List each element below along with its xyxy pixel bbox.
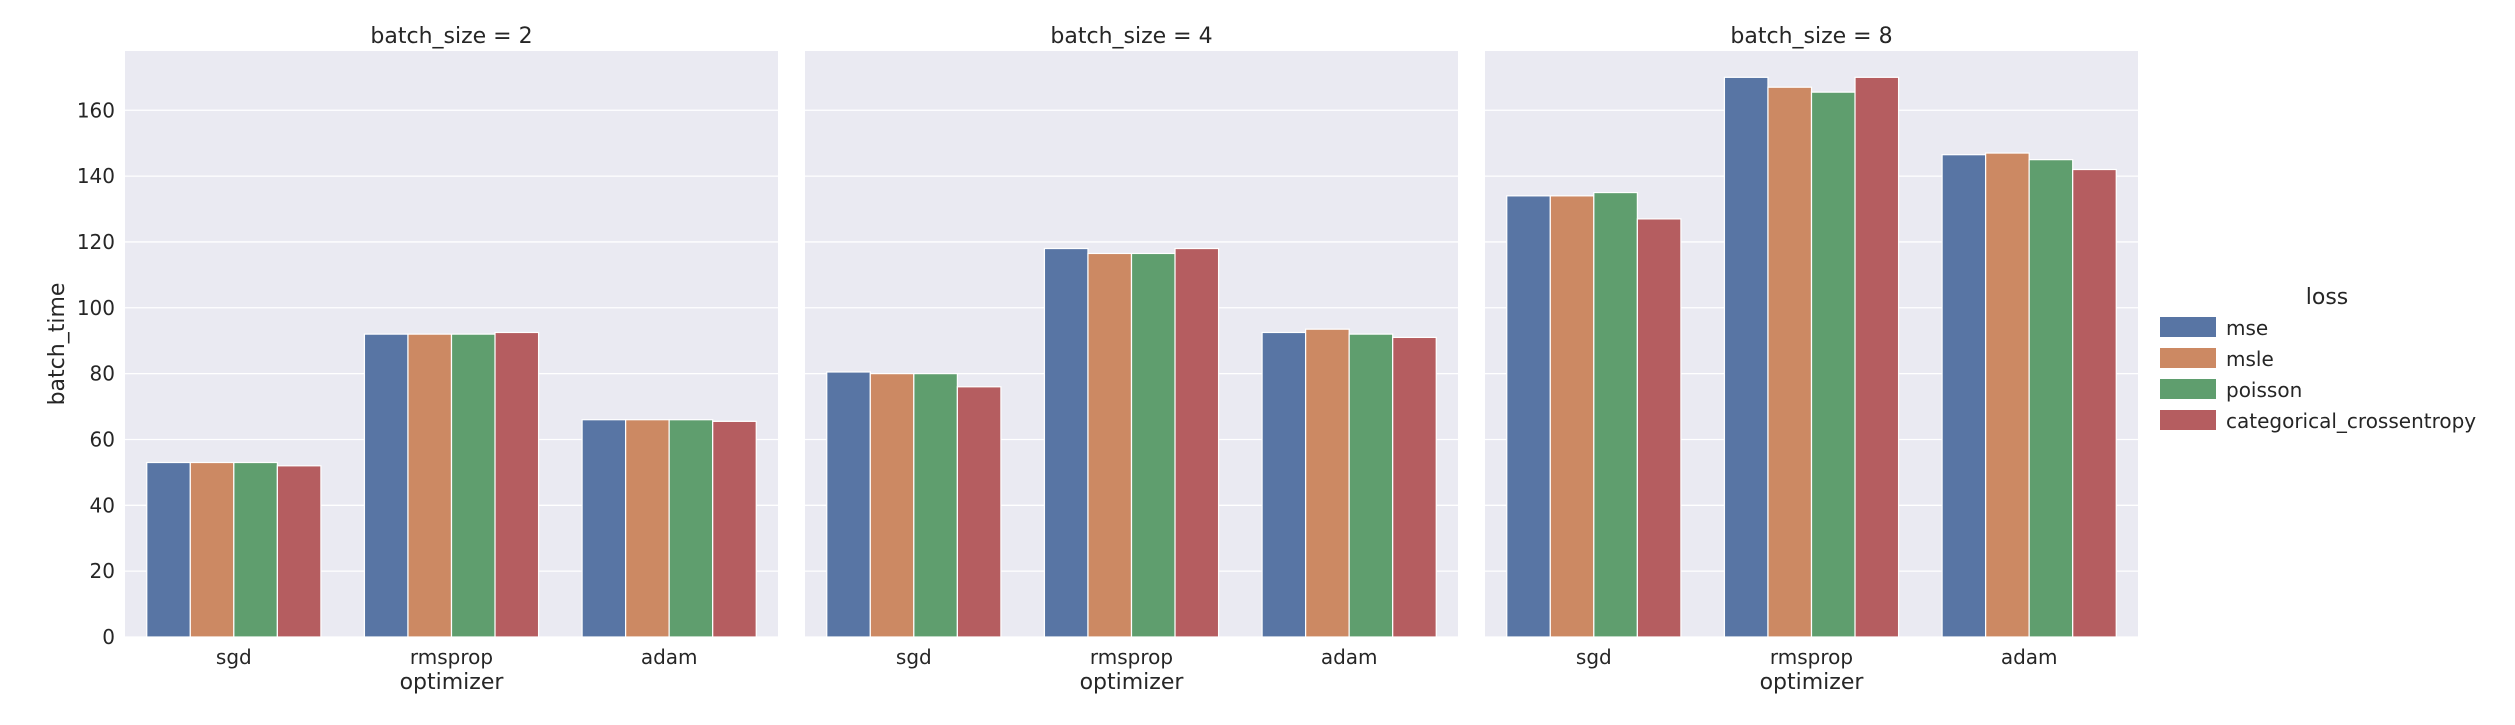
- x-axis-label: optimizer: [1760, 670, 1865, 695]
- bar-poisson-adam: [2028, 159, 2074, 638]
- y-tick-label: 20: [90, 559, 115, 583]
- panel-title: batch_size = 4: [1050, 24, 1212, 49]
- panel-title: batch_size = 8: [1730, 24, 1892, 49]
- legend-swatch-categorical-crossentropy: [2160, 410, 2216, 430]
- bar-poisson-sgd: [1593, 191, 1638, 638]
- x-tick-label: sgd: [1576, 645, 1612, 669]
- bar-mse-sgd: [146, 461, 191, 638]
- legend-label-mse: mse: [2226, 316, 2268, 340]
- legend-swatch-mse: [2160, 317, 2216, 337]
- bar-mse-adam: [581, 419, 627, 638]
- bar-mse-sgd: [1506, 195, 1551, 638]
- bar-categorical-crossentropy-sgd: [956, 386, 1002, 638]
- y-tick-label: 60: [90, 427, 115, 451]
- bar-msle-rmsprop: [1767, 86, 1813, 638]
- bar-poisson-rmsprop: [450, 333, 496, 638]
- x-tick-label: sgd: [896, 645, 932, 669]
- y-tick-label: 80: [90, 362, 115, 386]
- bar-msle-adam: [1305, 328, 1350, 638]
- bar-categorical-crossentropy-rmsprop: [494, 331, 540, 638]
- x-tick-label: rmsprop: [1770, 645, 1853, 669]
- bar-mse-rmsprop: [1043, 247, 1089, 638]
- bar-categorical-crossentropy-adam: [712, 420, 757, 638]
- bar-msle-sgd: [869, 373, 915, 638]
- x-axis-label: optimizer: [1080, 670, 1185, 695]
- bar-mse-adam: [1941, 154, 1987, 638]
- bar-categorical-crossentropy-rmsprop: [1854, 76, 1900, 638]
- bar-categorical-crossentropy-adam: [1392, 336, 1437, 638]
- bar-msle-adam: [625, 419, 670, 638]
- x-tick-label: rmsprop: [1090, 645, 1173, 669]
- bar-mse-adam: [1261, 331, 1307, 638]
- y-axis-label: batch_time: [45, 283, 70, 406]
- x-axis-label: optimizer: [400, 670, 505, 695]
- bar-categorical-crossentropy-adam: [2072, 168, 2117, 638]
- legend-swatch-msle: [2160, 348, 2216, 368]
- y-tick-label: 140: [77, 164, 115, 188]
- bar-poisson-sgd: [233, 461, 278, 638]
- legend-label-categorical-crossentropy: categorical_crossentropy: [2226, 409, 2476, 433]
- bar-msle-sgd: [189, 461, 235, 638]
- bar-mse-rmsprop: [363, 333, 409, 638]
- bar-msle-adam: [1985, 152, 2030, 638]
- bar-poisson-rmsprop: [1810, 91, 1856, 638]
- bar-poisson-sgd: [913, 373, 958, 638]
- legend-swatch-poisson: [2160, 379, 2216, 399]
- x-tick-label: adam: [1321, 645, 1378, 669]
- panel-title: batch_size = 2: [370, 24, 532, 49]
- y-tick-label: 100: [77, 296, 115, 320]
- y-tick-label: 160: [77, 98, 115, 122]
- x-tick-label: sgd: [216, 645, 252, 669]
- y-tick-label: 40: [90, 493, 115, 517]
- bar-categorical-crossentropy-sgd: [276, 465, 322, 638]
- legend-title: loss: [2306, 285, 2349, 310]
- legend-label-msle: msle: [2226, 347, 2274, 371]
- y-tick-label: 120: [77, 230, 115, 254]
- bar-msle-rmsprop: [407, 333, 453, 638]
- bar-mse-rmsprop: [1723, 76, 1769, 638]
- y-tick-label: 0: [102, 625, 115, 649]
- legend-label-poisson: poisson: [2226, 378, 2302, 402]
- x-tick-label: rmsprop: [410, 645, 493, 669]
- bar-msle-rmsprop: [1087, 252, 1133, 638]
- bar-categorical-crossentropy-sgd: [1636, 218, 1682, 638]
- bar-poisson-adam: [1348, 333, 1394, 638]
- bar-categorical-crossentropy-rmsprop: [1174, 247, 1220, 638]
- bar-mse-sgd: [826, 371, 871, 638]
- x-tick-label: adam: [2001, 645, 2058, 669]
- bar-msle-sgd: [1549, 195, 1595, 638]
- bar-poisson-adam: [668, 419, 714, 638]
- x-tick-label: adam: [641, 645, 698, 669]
- bar-poisson-rmsprop: [1130, 252, 1176, 638]
